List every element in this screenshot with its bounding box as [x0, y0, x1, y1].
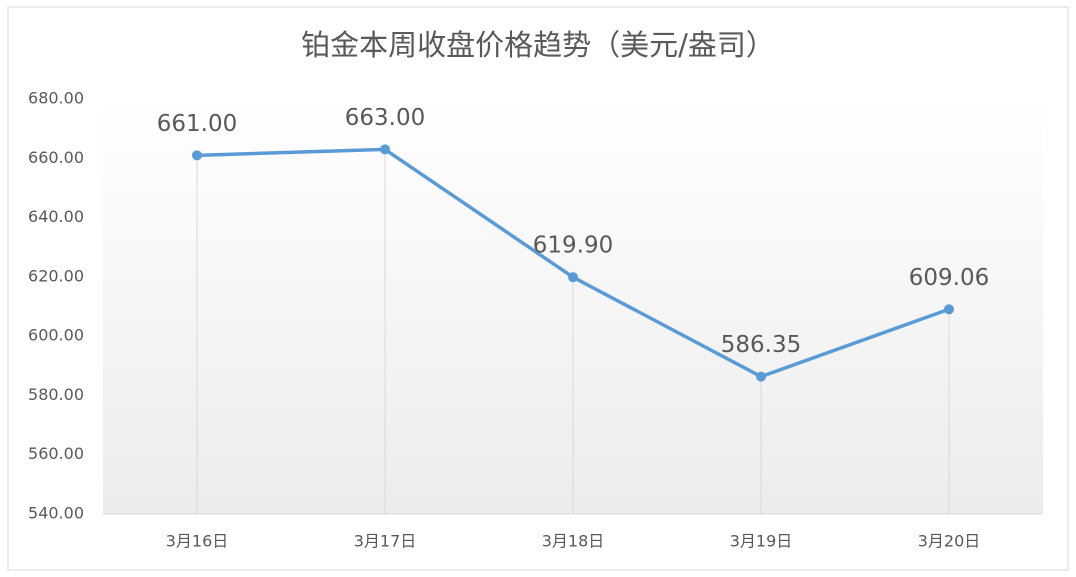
data-label: 663.00: [345, 105, 425, 131]
data-point: [380, 144, 390, 155]
y-tick-label: 640.00: [28, 207, 84, 226]
data-point: [944, 304, 954, 315]
data-point: [192, 150, 202, 161]
chart-title: 铂金本周收盘价格趋势（美元/盎司）: [301, 28, 775, 62]
x-tick-label: 3月19日: [730, 532, 793, 551]
x-tick-label: 3月20日: [918, 532, 981, 551]
y-tick-label: 540.00: [28, 504, 84, 523]
x-tick-label: 3月17日: [354, 532, 417, 551]
data-label: 661.00: [157, 111, 237, 137]
y-tick-label: 680.00: [28, 89, 84, 108]
x-tick-label: 3月16日: [166, 532, 229, 551]
data-label: 619.90: [533, 233, 613, 259]
data-label: 586.35: [721, 332, 801, 358]
y-tick-label: 560.00: [28, 444, 84, 463]
data-point: [756, 371, 766, 382]
data-label: 609.06: [909, 265, 989, 291]
y-tick-label: 660.00: [28, 148, 84, 167]
x-tick-label: 3月18日: [542, 532, 605, 551]
y-tick-label: 600.00: [28, 326, 84, 345]
y-tick-label: 580.00: [28, 385, 84, 404]
data-point: [568, 272, 578, 283]
y-tick-label: 620.00: [28, 266, 84, 285]
